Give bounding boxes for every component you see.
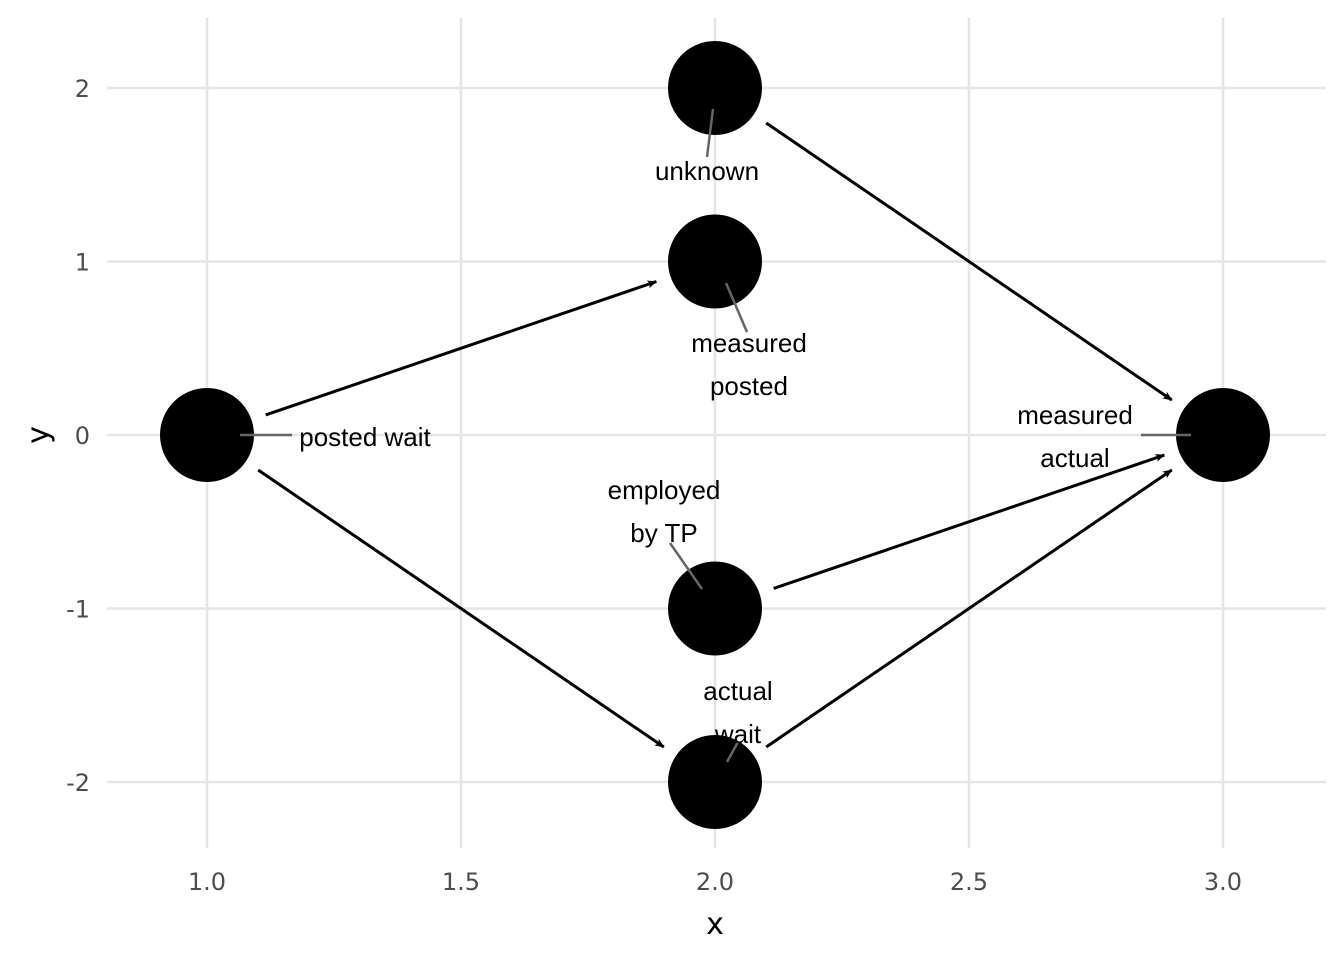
edge-posted_wait-to-actual_wait xyxy=(257,468,665,749)
node-measured_posted xyxy=(668,214,762,309)
y-tick-label: 1 xyxy=(75,249,90,277)
node-posted_wait xyxy=(160,388,254,482)
label-leader xyxy=(724,282,749,333)
node-label-measured_posted: measured xyxy=(691,328,807,358)
edge-actual_wait-to-measured_actual xyxy=(765,468,1173,749)
edge-posted_wait-to-measured_posted xyxy=(265,280,658,417)
edge-unknown-to-measured_actual xyxy=(765,121,1173,402)
y-tick-label: 2 xyxy=(75,75,90,103)
nodes xyxy=(160,41,1270,829)
y-tick-label: -1 xyxy=(66,596,90,624)
node-employed_by_tp xyxy=(668,561,762,656)
node-unknown xyxy=(668,41,762,135)
x-tick-label: 2.0 xyxy=(696,868,734,896)
node-label-actual_wait: wait xyxy=(714,719,762,749)
node-label-unknown: unknown xyxy=(655,156,759,186)
x-tick-label: 3.0 xyxy=(1204,868,1242,896)
edge-employed_by_tp-to-measured_actual xyxy=(773,453,1166,590)
x-tick-label: 1.5 xyxy=(442,868,480,896)
axis-ticks: 1.0 1.5 2.0 2.5 3.0 -2 -1 0 1 2 xyxy=(66,75,1242,896)
node-label-employed_by_tp: by TP xyxy=(630,518,697,548)
y-tick-label: -2 xyxy=(66,769,90,797)
node-label-measured_actual: actual xyxy=(1040,443,1109,473)
x-tick-label: 1.0 xyxy=(188,868,226,896)
node-labels: posted wait measured posted unknown employed… xyxy=(299,156,1133,749)
edges xyxy=(257,121,1173,749)
x-axis-title: x xyxy=(706,907,724,942)
node-measured_actual xyxy=(1176,388,1270,482)
node-label-measured_posted: posted xyxy=(710,371,788,401)
label-leader xyxy=(705,108,715,158)
label-leader xyxy=(725,741,740,763)
node-label-measured_actual: measured xyxy=(1017,400,1133,430)
label-leaders xyxy=(240,108,1191,763)
label-leader xyxy=(668,542,704,590)
y-tick-label: 0 xyxy=(75,422,90,450)
node-label-employed_by_tp: employed xyxy=(608,475,721,505)
node-actual_wait xyxy=(668,735,762,829)
x-tick-label: 2.5 xyxy=(950,868,988,896)
node-label-actual_wait: actual xyxy=(703,676,772,706)
y-axis-title: y xyxy=(21,426,56,444)
node-label-posted_wait: posted wait xyxy=(299,422,431,452)
